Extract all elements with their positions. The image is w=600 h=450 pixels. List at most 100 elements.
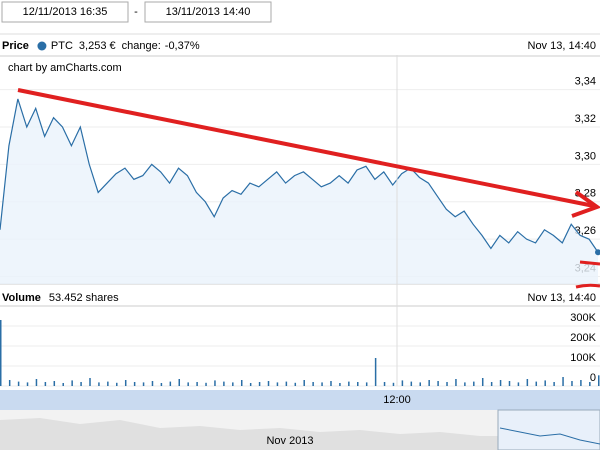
volume-bar <box>526 379 529 386</box>
volume-bar <box>330 381 332 386</box>
volume-bar <box>401 380 404 386</box>
volume-bar <box>169 381 172 386</box>
header-value: 3,253 € <box>79 40 116 52</box>
volume-bar <box>589 382 591 386</box>
volume-bar <box>223 381 225 386</box>
y-tick-label: 0 <box>590 372 596 384</box>
panels: Price PTC 3,253 € change: -0,37% Nov 13, 14:4… <box>0 40 600 387</box>
volume-bar <box>357 382 359 386</box>
y-tick-label: 3,26 <box>575 225 596 237</box>
volume-bar <box>580 380 582 386</box>
volume-bar <box>285 381 288 386</box>
volume-bar <box>428 380 430 386</box>
scroller-month: Nov 2013 <box>266 435 313 447</box>
volume-bar <box>464 382 466 386</box>
volume-bar <box>258 382 261 386</box>
y-tick-label: 3,30 <box>575 150 596 162</box>
volume-bar <box>571 381 573 386</box>
volume-bar <box>240 380 243 386</box>
header-date: Nov 13, 14:40 <box>528 40 597 52</box>
volume-bar <box>160 383 163 386</box>
volume-bar <box>178 379 181 386</box>
volume-bar <box>8 380 11 386</box>
volume-bar <box>0 320 2 386</box>
volume-bar <box>53 381 56 386</box>
volume-bar <box>26 382 29 386</box>
volume-bar <box>89 378 91 386</box>
scroller-selected-line <box>499 427 600 445</box>
change-value: -0,37% <box>165 40 200 52</box>
volume-bar <box>365 382 368 386</box>
scroller-preview <box>0 418 500 450</box>
volume-bar <box>562 377 564 386</box>
volume-bar <box>196 382 198 386</box>
volume-bar <box>383 382 386 386</box>
y-tick-label: 3,34 <box>575 76 596 88</box>
date-to-input[interactable] <box>144 1 272 23</box>
trend-arrow <box>17 88 600 289</box>
panel-title: Volume <box>2 292 41 304</box>
volume-bar <box>116 382 118 386</box>
volume-bar <box>294 382 297 386</box>
volume-bar <box>535 381 538 386</box>
volume-bar <box>321 382 323 386</box>
volume-bar <box>80 382 82 386</box>
volume-bar <box>598 375 600 386</box>
volume-bar <box>124 380 127 386</box>
volume-bar <box>232 382 234 386</box>
volume-bar <box>499 380 502 386</box>
volume-bar <box>187 382 189 386</box>
date-to: 13/11/2013 14:40 <box>166 6 251 18</box>
volume-bar <box>107 381 109 386</box>
volume-bar <box>71 380 73 386</box>
y-tick-label: 200K <box>570 332 596 344</box>
volume-bar <box>312 382 314 386</box>
header-date: Nov 13, 14:40 <box>528 292 597 304</box>
y-tick-label: 300K <box>570 312 596 324</box>
volume-bar <box>481 378 484 386</box>
volume-bar <box>410 381 413 386</box>
panel-title: Price <box>2 40 29 52</box>
volume-bar <box>348 381 350 386</box>
volume-bar <box>62 383 64 386</box>
legend-marker <box>37 41 47 51</box>
volume-bar <box>133 382 136 386</box>
date-separator: - <box>134 6 138 18</box>
scroller-bar[interactable] <box>0 390 600 410</box>
volume-bar <box>437 381 439 386</box>
last-point <box>595 249 600 256</box>
price-line <box>0 98 599 253</box>
credit: chart by amCharts.com <box>8 62 122 74</box>
header-value: 53.452 shares <box>49 292 119 304</box>
volume-bar <box>517 382 520 386</box>
legend-name: PTC <box>51 40 73 52</box>
volume-bar <box>446 382 448 386</box>
volume-bar <box>142 382 145 386</box>
volume-bar <box>276 382 279 386</box>
scroller-time: 12:00 <box>383 394 411 406</box>
volume-bar <box>98 382 100 386</box>
volume-bar <box>303 380 305 386</box>
volume-bar <box>151 381 154 386</box>
volume-bar <box>44 382 47 386</box>
y-tick-label: 100K <box>570 352 596 364</box>
volume-bar <box>490 382 493 386</box>
volume-bar <box>267 381 270 386</box>
volume-bar <box>35 379 38 386</box>
date-from-input[interactable] <box>1 1 129 23</box>
change-label: change: <box>122 40 161 52</box>
volume-bar <box>455 379 457 386</box>
volume-bar <box>544 380 546 386</box>
volume-bar <box>419 382 421 386</box>
volume-bar <box>553 382 555 386</box>
volume-bar <box>473 381 475 386</box>
volume-bar <box>508 381 511 386</box>
volume-bar <box>214 380 216 386</box>
volume-bar <box>374 358 377 386</box>
date-from: 12/11/2013 16:35 <box>23 6 108 18</box>
scroller-selection[interactable] <box>497 409 600 450</box>
volume-bar <box>17 381 20 386</box>
volume-bar <box>249 383 252 386</box>
volume-bar <box>339 383 341 386</box>
